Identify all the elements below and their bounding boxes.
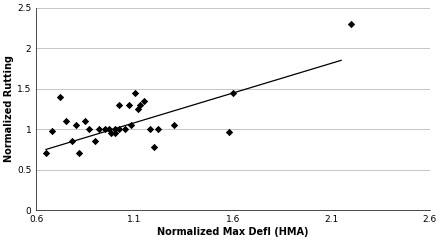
X-axis label: Normalized Max Defl (HMA): Normalized Max Defl (HMA) [157,227,309,237]
Point [101,127,108,131]
Point [125,103,132,107]
Point [151,145,158,149]
Point [170,123,177,127]
Point [82,119,89,123]
Point [68,139,75,143]
Point [86,127,93,131]
Point [92,139,99,143]
Point [229,91,236,95]
Point [76,152,83,155]
Y-axis label: Normalized Rutting: Normalized Rutting [4,55,14,162]
Point [121,127,128,131]
Point [135,107,142,111]
Point [131,91,138,95]
Point [141,99,148,103]
Point [72,123,79,127]
Point [62,119,69,123]
Point [137,103,144,107]
Point [105,127,112,131]
Point [112,131,119,135]
Point [115,103,122,107]
Point [42,152,49,155]
Point [96,127,103,131]
Point [127,123,134,127]
Point [49,129,56,133]
Point [108,131,115,135]
Point [225,130,232,134]
Point [112,127,119,131]
Point [155,127,162,131]
Point [147,127,154,131]
Point [56,95,64,99]
Point [115,127,122,131]
Point [348,22,355,26]
